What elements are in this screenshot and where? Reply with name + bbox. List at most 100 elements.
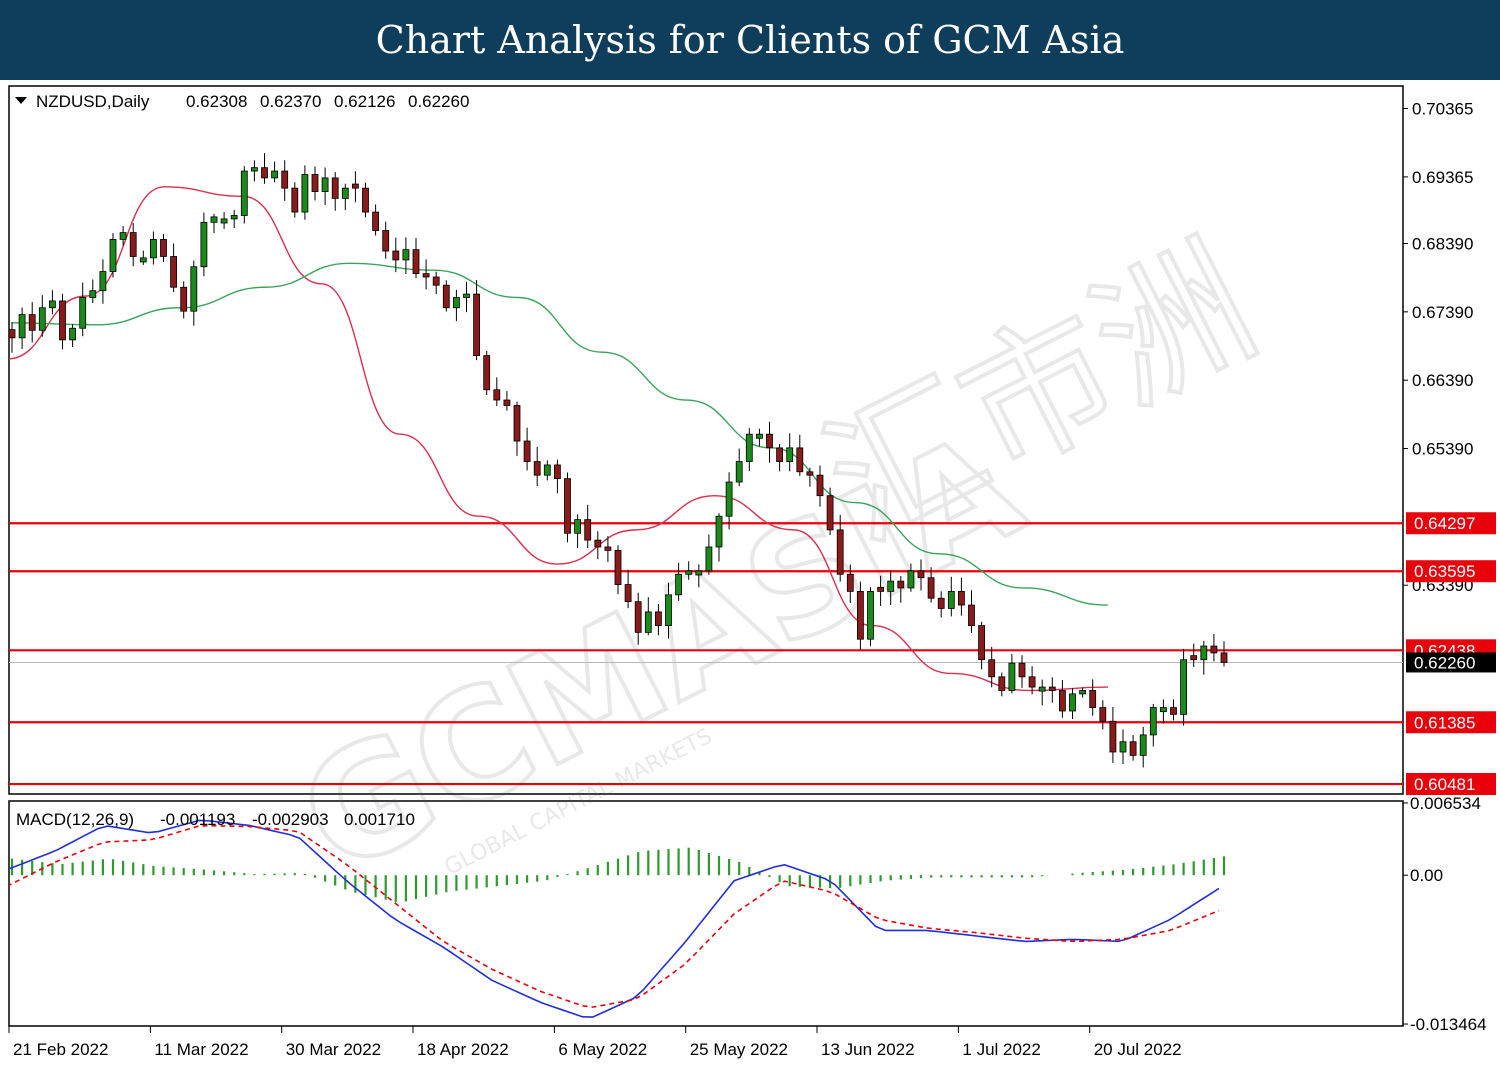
candlesticks — [9, 153, 1228, 768]
candle — [18, 307, 26, 350]
price-tick-label: 0.65390 — [1412, 440, 1473, 459]
level-label-box — [1406, 773, 1496, 796]
candle — [341, 183, 349, 211]
candle — [1069, 688, 1076, 720]
candle — [1008, 654, 1016, 694]
candle — [523, 427, 531, 471]
candle — [1119, 729, 1127, 764]
macd-tick-label: 0.00 — [1410, 866, 1443, 885]
macd-line — [9, 819, 1220, 1018]
candle — [857, 581, 864, 650]
candle — [978, 621, 985, 670]
candle — [655, 603, 662, 636]
candle — [756, 428, 763, 447]
macd-plot — [9, 819, 1226, 1018]
candle — [483, 350, 491, 396]
macd-signal-line — [9, 824, 1220, 1008]
candle — [1160, 699, 1167, 724]
candle — [321, 167, 329, 206]
candle — [180, 281, 188, 319]
date-tick-label: 11 Mar 2022 — [154, 1040, 248, 1059]
price-tick-label: 0.66390 — [1412, 371, 1473, 390]
candle — [1109, 706, 1117, 763]
ohlc-high: 0.62370 — [260, 92, 321, 111]
candle — [442, 280, 450, 312]
candle — [220, 212, 228, 229]
symbol-label: NZDUSD,Daily — [36, 92, 150, 111]
date-tick-label: 18 Apr 2022 — [417, 1040, 509, 1059]
candle — [362, 182, 369, 218]
candle — [968, 590, 975, 634]
candle — [493, 377, 501, 407]
candle — [463, 281, 470, 313]
candle — [1028, 666, 1036, 695]
macd-panel-frame — [8, 800, 1404, 1027]
macd-value-signal: -0.002903 — [252, 810, 329, 829]
candle — [887, 570, 895, 606]
candle — [432, 271, 440, 295]
candle — [9, 322, 16, 353]
candle — [1220, 641, 1228, 667]
candle — [271, 161, 279, 183]
candle — [210, 213, 218, 234]
candle — [766, 421, 773, 463]
candle — [139, 250, 147, 265]
candle — [240, 166, 248, 224]
sma-slow-line — [11, 262, 1108, 606]
macd-label: MACD(12,26,9) — [16, 810, 134, 829]
level-label: 0.63595 — [1414, 562, 1475, 581]
macd-value-main: -0.001193 — [160, 810, 235, 829]
level-labels: 0.642970.635950.624380.613850.604810.622… — [1406, 512, 1496, 796]
date-axis: 21 Feb 2022 11 Mar 2022 30 Mar 2022 18 Apr … — [8, 1026, 1182, 1059]
date-tick-label: 21 Feb 2022 — [13, 1040, 108, 1059]
candle — [826, 487, 834, 535]
candle — [200, 212, 208, 277]
candle — [725, 472, 733, 530]
candle — [917, 559, 925, 591]
candle — [846, 564, 854, 603]
candle — [836, 514, 844, 582]
candle — [877, 575, 884, 606]
candle — [644, 597, 652, 636]
candle — [685, 561, 693, 580]
candle — [311, 166, 319, 201]
candle — [513, 401, 521, 456]
candle — [1200, 640, 1208, 675]
level-label: 0.64297 — [1414, 514, 1475, 533]
candle — [624, 569, 632, 609]
candle — [291, 182, 299, 218]
candle — [28, 302, 36, 343]
sma-fast-line — [9, 186, 1108, 692]
candle — [49, 290, 56, 315]
level-label-box — [1406, 512, 1496, 535]
price-tick-label: 0.69365 — [1412, 168, 1473, 187]
candle — [988, 646, 996, 688]
candle — [947, 576, 955, 617]
price-tick-label: 0.68390 — [1412, 235, 1473, 254]
date-tick-label: 25 May 2022 — [690, 1040, 788, 1059]
candle — [351, 171, 359, 203]
candle — [170, 243, 178, 293]
candle — [1190, 643, 1198, 667]
candle — [786, 433, 794, 472]
candle — [149, 231, 157, 265]
candle — [634, 592, 642, 645]
candle — [281, 160, 289, 201]
candle — [452, 289, 460, 322]
dropdown-triangle-icon[interactable] — [15, 97, 27, 104]
candle — [38, 295, 46, 337]
price-tick-label: 0.67390 — [1412, 303, 1473, 322]
level-label: 0.60481 — [1414, 775, 1475, 794]
candle — [109, 233, 117, 278]
candle — [1149, 703, 1157, 747]
candle — [160, 233, 167, 263]
candle — [1099, 700, 1107, 730]
date-tick-label: 20 Jul 2022 — [1094, 1040, 1182, 1059]
candle — [392, 237, 400, 273]
macd-value-hist: 0.001710 — [344, 810, 415, 829]
candle — [745, 428, 753, 472]
candle — [533, 446, 541, 487]
level-label-box — [1406, 711, 1496, 734]
candle — [503, 391, 511, 411]
candle — [250, 160, 258, 182]
